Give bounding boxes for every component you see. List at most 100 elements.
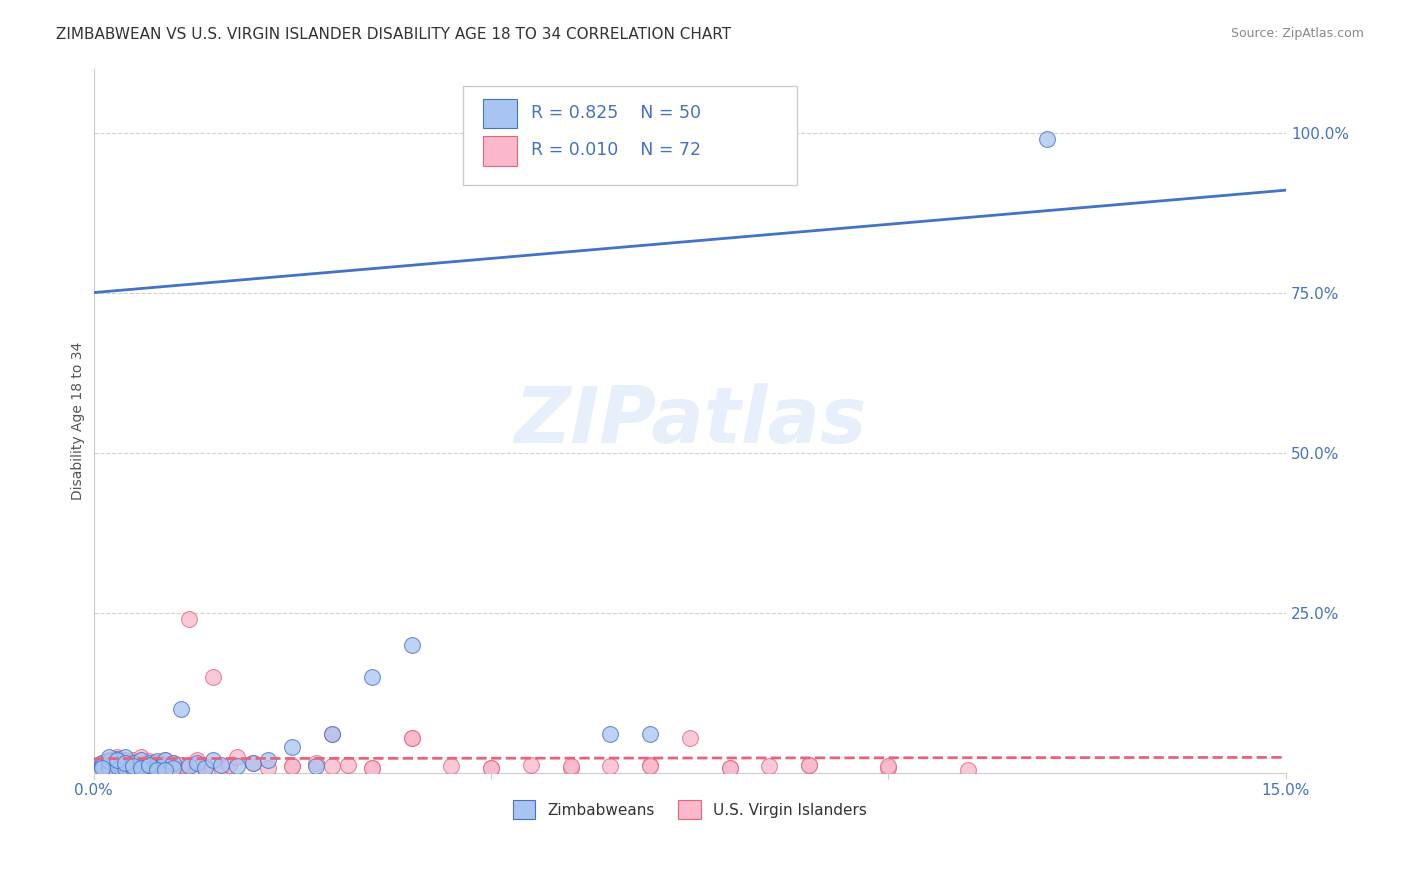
Point [186,761,208,775]
Point [114,761,136,775]
Point [90,756,112,771]
Point [321,759,343,773]
Point [98,753,121,767]
Point [194,759,217,773]
Point [114,753,136,767]
Point [360,761,382,775]
Point [305,756,328,771]
Point [797,758,820,772]
Point [146,758,169,772]
Point [129,758,152,772]
Point [194,761,217,775]
Point [440,759,463,773]
Point [107,756,129,771]
Point [129,761,152,775]
Point [153,753,176,767]
Point [242,756,264,771]
Point [138,758,160,772]
Point [218,758,240,772]
Point [401,731,423,745]
Text: ZIMBABWEAN VS U.S. VIRGIN ISLANDER DISABILITY AGE 18 TO 34 CORRELATION CHART: ZIMBABWEAN VS U.S. VIRGIN ISLANDER DISAB… [56,27,731,42]
Point [209,758,232,772]
Point [122,759,145,773]
Point [956,763,979,777]
Point [146,756,169,771]
Point [186,753,208,767]
Point [146,761,169,775]
Text: Source: ZipAtlas.com: Source: ZipAtlas.com [1230,27,1364,40]
Point [162,756,184,771]
Point [107,759,129,773]
Point [479,761,502,775]
Point [107,753,129,767]
Point [877,759,900,773]
Point [98,754,121,768]
Point [122,759,145,773]
Point [90,759,112,773]
Point [520,758,543,772]
Point [560,759,582,773]
Point [225,759,247,773]
Point [129,753,152,767]
Point [718,761,741,775]
Point [122,761,145,775]
Point [90,761,112,775]
Point [153,759,176,773]
Point [336,758,359,772]
Bar [484,99,517,128]
Point [98,761,121,775]
Point [321,727,343,741]
Point [129,756,152,771]
Point [122,758,145,772]
Point [401,638,423,652]
Point [177,612,200,626]
Point [638,727,661,741]
Point [129,749,152,764]
Point [146,756,169,771]
Point [170,758,193,772]
Point [797,758,820,772]
Point [1036,132,1059,146]
Point [107,758,129,772]
Point [122,761,145,775]
Point [107,752,129,766]
FancyBboxPatch shape [463,87,797,185]
Text: R = 0.825    N = 50: R = 0.825 N = 50 [531,103,702,122]
Point [114,754,136,768]
Point [122,753,145,767]
Point [177,758,200,772]
Point [122,756,145,771]
Point [281,759,304,773]
Point [321,727,343,741]
Point [138,754,160,768]
Point [479,761,502,775]
Y-axis label: Disability Age 18 to 34: Disability Age 18 to 34 [72,342,86,500]
Point [153,758,176,772]
Point [138,756,160,771]
Text: ZIPatlas: ZIPatlas [513,383,866,458]
Point [679,731,702,745]
Point [201,753,224,767]
Point [98,758,121,772]
Point [758,759,780,773]
Point [114,756,136,771]
Point [98,761,121,775]
Point [114,749,136,764]
Point [281,740,304,755]
Point [122,759,145,773]
Point [162,761,184,775]
Point [98,749,121,764]
Point [638,759,661,773]
Point [146,754,169,768]
Point [162,761,184,775]
Point [138,759,160,773]
Point [114,758,136,772]
Point [209,761,232,775]
Point [877,761,900,775]
Point [162,759,184,773]
Point [138,759,160,773]
Point [146,763,169,777]
Point [107,756,129,771]
Point [129,761,152,775]
Point [98,758,121,772]
